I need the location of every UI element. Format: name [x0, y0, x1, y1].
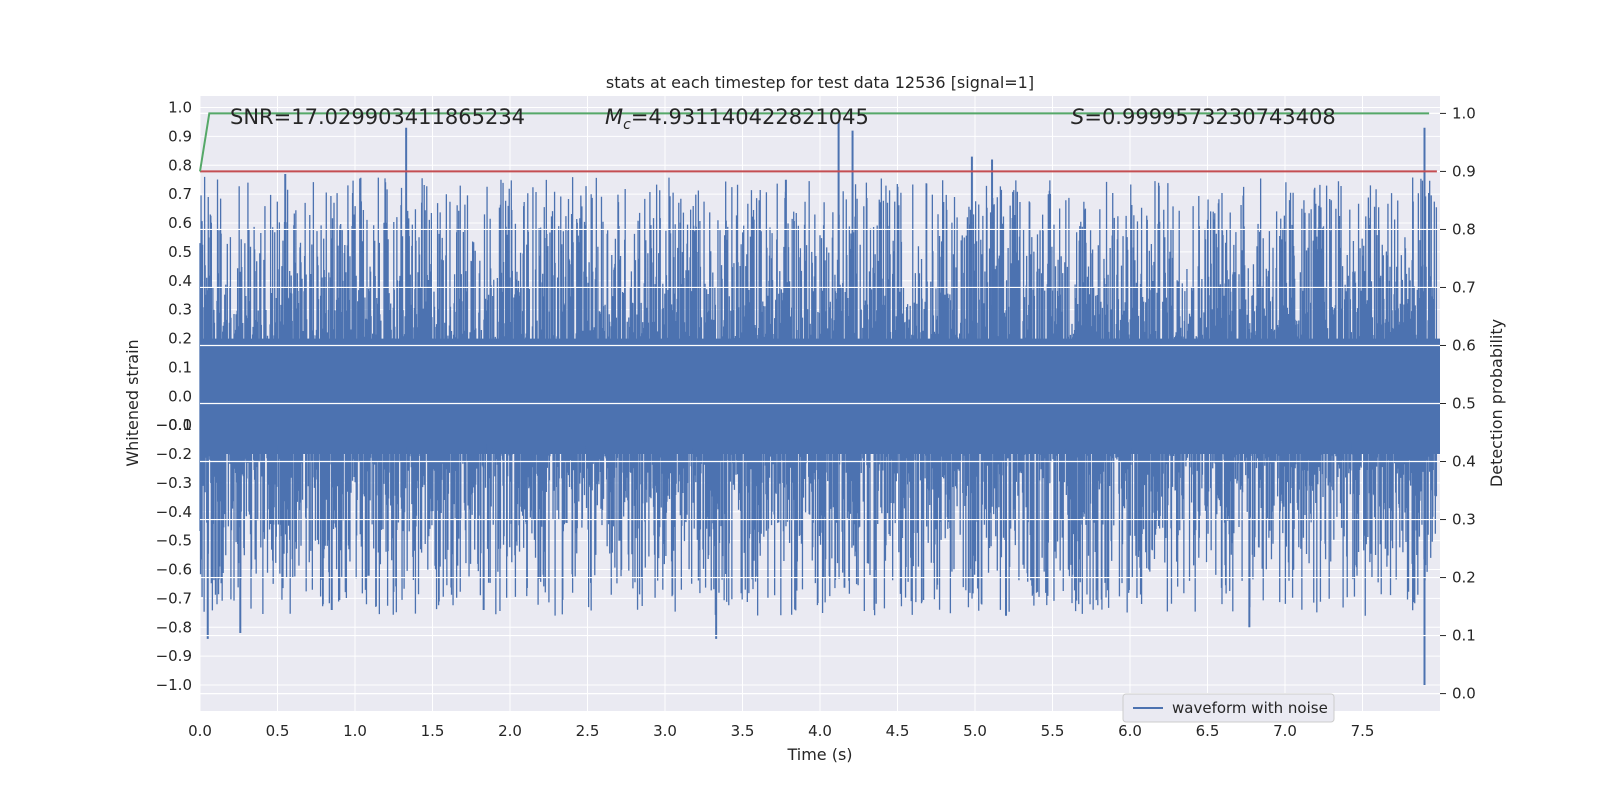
y-left-tick-label: −0.6: [156, 561, 192, 579]
s-symbol: S: [1071, 105, 1084, 129]
y-right-axis-label: Detection probability: [1487, 319, 1506, 487]
lines-layer: [199, 112, 1437, 173]
x-tick-label: 3.5: [731, 722, 755, 740]
s-value: =0.9999573230743408: [1084, 105, 1335, 129]
y-left-axis-label: Whitened strain: [123, 339, 142, 466]
mc-subscript: c: [623, 117, 631, 133]
x-tick-label: 1.0: [343, 722, 367, 740]
y-left-tick-labels: 1.00.90.80.70.60.50.40.30.20.10.0−0.0−0.…: [156, 99, 192, 694]
y-left-tick-label: 0.0: [168, 387, 192, 405]
legend: waveform with noise: [1122, 693, 1335, 723]
y-left-tick-label: −0.0: [156, 416, 192, 434]
y-left-tick-label: −0.3: [156, 474, 192, 492]
mc-annotation: Mc=4.931140422821045: [605, 105, 869, 133]
y-right-tick-label: 0.1: [1452, 627, 1476, 645]
y-left-tick-label: −0.7: [156, 589, 192, 607]
x-tick-label: 7.0: [1273, 722, 1297, 740]
y-right-tick-label: 1.0: [1452, 104, 1476, 122]
chart-title: stats at each timestep for test data 125…: [606, 73, 1034, 92]
y-left-tick-label: −0.9: [156, 647, 192, 665]
y-right-tick-label: 0.5: [1452, 395, 1476, 413]
x-tick-label: 2.0: [498, 722, 522, 740]
x-tick-label: 2.5: [576, 722, 600, 740]
mc-symbol: M: [605, 105, 623, 129]
y-right-tick-label: 0.2: [1452, 569, 1476, 587]
snr-annotation: SNR=17.029903411865234: [230, 105, 525, 129]
y-left-tick-label: 0.6: [168, 214, 192, 232]
y-left-tick-label: 0.3: [168, 301, 192, 319]
y-left-tick-label: 0.7: [168, 185, 192, 203]
x-tick-label: 4.5: [886, 722, 910, 740]
detection-probability-line: [199, 112, 1430, 172]
y-right-tick-labels: 1.0 0.9 0.8 0.7 0.6 0.5 0.4 0.3 0.2 0.1 0.0: [1440, 104, 1476, 703]
waveform-layer: [199, 121, 1440, 686]
y-right-tick-label: 0.6: [1452, 336, 1476, 354]
y-left-tick-label: −1.0: [156, 676, 192, 694]
mc-value: =4.931140422821045: [631, 105, 869, 129]
x-tick-label: 6.5: [1196, 722, 1220, 740]
y-right-tick-label: 0.3: [1452, 511, 1476, 529]
y-left-tick-label: 1.0: [168, 99, 192, 117]
legend-label: waveform with noise: [1172, 699, 1328, 717]
legend-box: [1122, 693, 1335, 723]
y-right-tick-label: 0.0: [1452, 685, 1476, 703]
y-left-tick-label: −0.2: [156, 445, 192, 463]
y-left-tick-label: −0.4: [156, 503, 192, 521]
x-tick-label: 6.0: [1118, 722, 1142, 740]
x-tick-labels: 0.0 0.5 1.0 1.5 2.0 2.5 3.0 3.5 4.0 4.5 5.0 5.5 6.0 6…: [188, 722, 1374, 740]
x-tick-label: 0.5: [266, 722, 290, 740]
x-tick-label: 5.0: [963, 722, 987, 740]
x-tick-label: 7.5: [1351, 722, 1375, 740]
x-tick-label: 5.5: [1041, 722, 1065, 740]
y-left-tick-label: 0.2: [168, 330, 192, 348]
y-left-tick-label: 0.9: [168, 127, 192, 145]
y-right-tick-label: 0.9: [1452, 162, 1476, 180]
y-right-tick-label: 0.8: [1452, 220, 1476, 238]
y-left-tick-label: 0.1: [168, 358, 192, 376]
x-tick-label: 0.0: [188, 722, 212, 740]
y-left-tick-label: 0.5: [168, 243, 192, 261]
y-left-tick-label: −0.8: [156, 618, 192, 636]
y-right-tick-label: 0.7: [1452, 278, 1476, 296]
y-left-tick-label: 0.8: [168, 156, 192, 174]
x-tick-label: 4.0: [808, 722, 832, 740]
x-tick-label: 1.5: [421, 722, 445, 740]
waveform-with-noise-line: [199, 176, 1438, 616]
s-annotation: S=0.9999573230743408: [1071, 105, 1336, 129]
x-axis-label: Time (s): [786, 745, 852, 764]
y-left-tick-label: 0.4: [168, 272, 192, 290]
x-tick-label: 3.0: [653, 722, 677, 740]
y-left-tick-label: −0.5: [156, 532, 192, 550]
y-left-tick-label: −0.1: [156, 416, 192, 434]
y-right-tick-label: 0.4: [1452, 453, 1476, 471]
